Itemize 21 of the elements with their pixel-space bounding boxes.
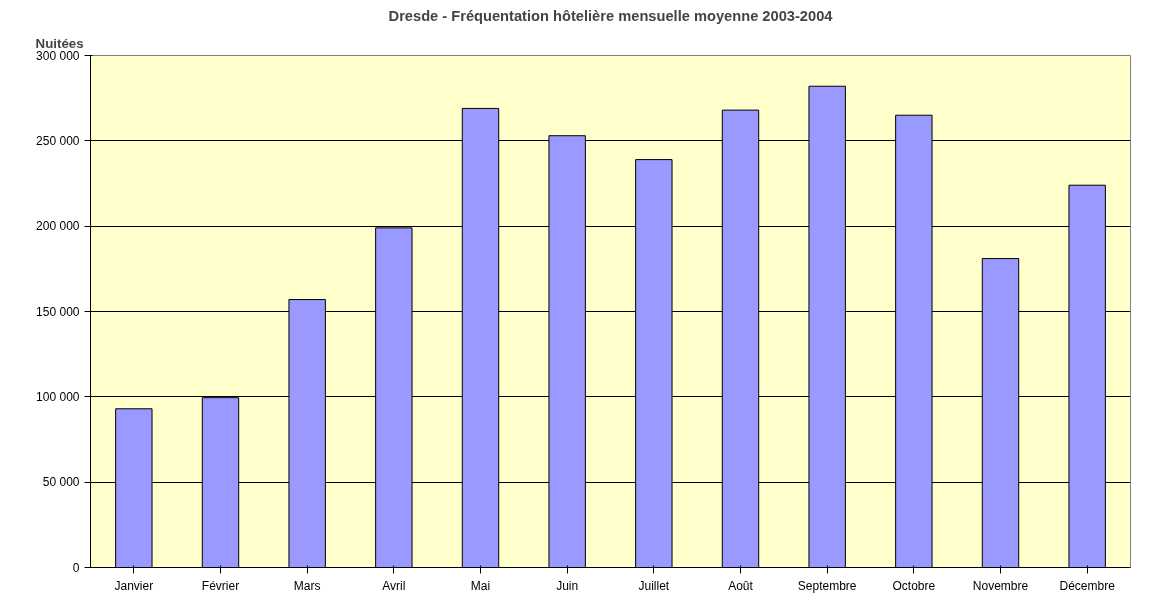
x-tick-label: Janvier	[114, 578, 154, 593]
y-tick-label: 300 000	[36, 48, 80, 63]
x-tick-label: Novembre	[972, 578, 1029, 593]
x-tick-label: Décembre	[1059, 578, 1116, 593]
y-tick-label: 250 000	[36, 133, 80, 148]
x-tick-label: Février	[201, 578, 240, 593]
x-tick-label: Septembre	[797, 578, 857, 593]
x-tick-label: Juin	[556, 578, 579, 593]
x-tick-label: Octobre	[892, 578, 936, 593]
y-tick-label: 150 000	[36, 304, 80, 319]
chart-title: Dresde - Fréquentation hôtelière mensuelle moyenne 2003-2004	[388, 7, 834, 24]
x-tick-label: Juillet	[638, 578, 670, 593]
x-tick-label: Avril	[382, 578, 406, 593]
y-tick-label: 0	[72, 560, 80, 575]
x-tick-label: Août	[728, 578, 754, 593]
y-axis-title: Nuitées	[35, 35, 84, 51]
y-tick-label: 200 000	[36, 219, 80, 234]
x-tick-label: Mai	[470, 578, 491, 593]
y-tick-label: 100 000	[36, 389, 80, 404]
y-tick-label: 50 000	[42, 475, 80, 490]
x-tick-label: Mars	[293, 578, 321, 593]
